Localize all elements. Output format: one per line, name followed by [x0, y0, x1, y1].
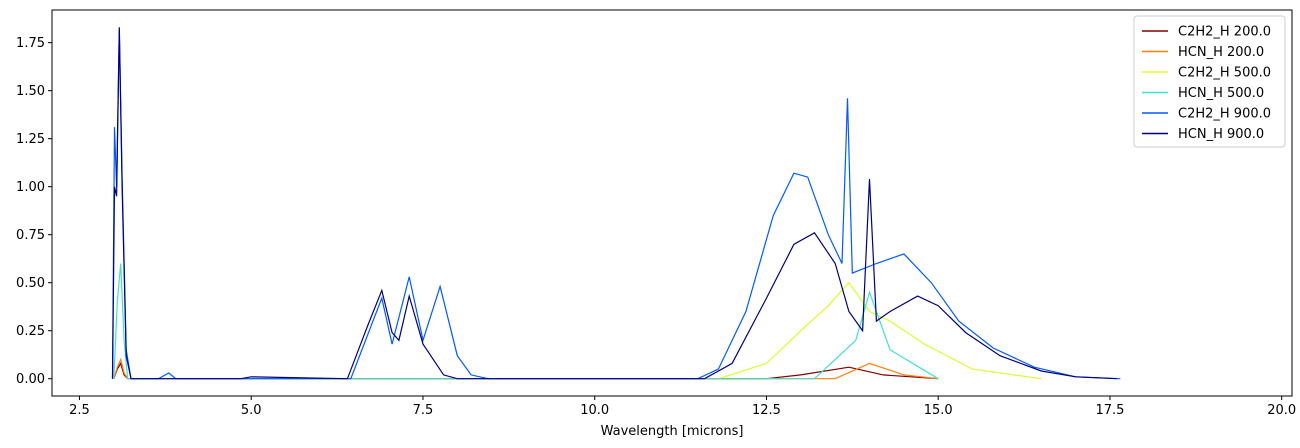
legend-label: C2H2_H 500.0 [1178, 66, 1271, 81]
axes-frame [51, 9, 1293, 397]
plot-area [111, 27, 1121, 380]
x-tick-label: 7.5 [413, 403, 434, 418]
x-axis: 2.5 5.0 7.5 10.0 12.5 15.0 17.5 20.0 [69, 396, 1296, 418]
y-tick-label: 0.50 [16, 276, 45, 291]
legend-box [1133, 15, 1286, 148]
y-tick-label: 1.00 [16, 180, 45, 195]
x-tick-label: 10.0 [580, 403, 609, 418]
y-axis: 0.00 0.25 0.50 0.75 1.00 1.25 1.50 1.75 [16, 36, 52, 387]
legend-label: C2H2_H 900.0 [1178, 107, 1271, 122]
x-axis-label: Wavelength [microns] [601, 424, 744, 439]
y-tick-label: 0.00 [16, 372, 45, 387]
legend-label: HCN_H 900.0 [1178, 127, 1264, 142]
x-tick-label: 2.5 [69, 403, 90, 418]
legend-label: C2H2_H 200.0 [1178, 25, 1271, 40]
x-tick-label: 20.0 [1267, 403, 1296, 418]
y-tick-label: 1.50 [16, 84, 45, 99]
y-tick-label: 1.25 [16, 132, 45, 147]
y-tick-label: 1.75 [16, 36, 45, 51]
x-tick-label: 5.0 [241, 403, 262, 418]
legend: C2H2_H 200.0 HCN_H 200.0 C2H2_H 500.0 HCN_H… [1133, 15, 1286, 148]
legend-label: HCN_H 500.0 [1178, 86, 1264, 101]
y-tick-label: 0.25 [16, 324, 45, 339]
y-tick-label: 0.75 [16, 228, 45, 243]
legend-label: HCN_H 200.0 [1178, 45, 1264, 60]
x-tick-label: 17.5 [1095, 403, 1124, 418]
series-line-5 [111, 27, 1117, 380]
x-tick-label: 12.5 [752, 403, 781, 418]
x-tick-label: 15.0 [924, 403, 953, 418]
series-line-2 [718, 281, 1042, 380]
